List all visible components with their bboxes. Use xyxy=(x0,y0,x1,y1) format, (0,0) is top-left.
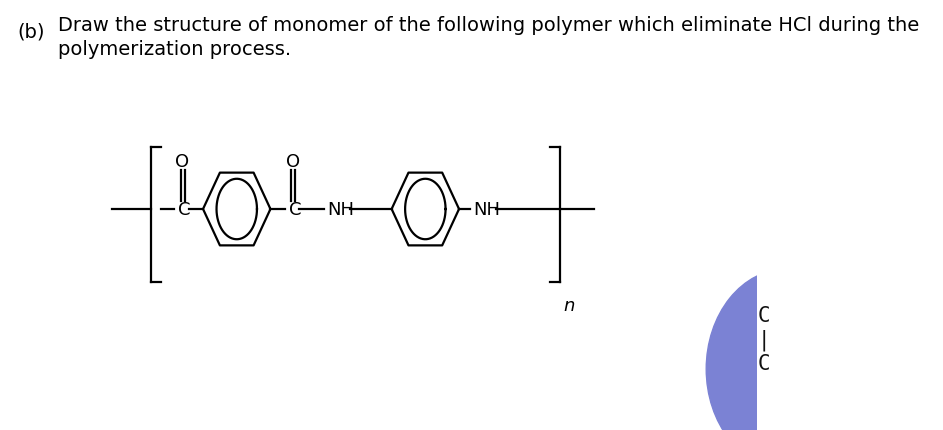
Text: C: C xyxy=(289,200,302,218)
Text: O: O xyxy=(175,153,190,171)
Text: C: C xyxy=(178,200,190,218)
Text: NH: NH xyxy=(327,200,355,218)
Text: C
|
C: C | C xyxy=(757,305,770,373)
Text: O: O xyxy=(286,153,300,171)
Circle shape xyxy=(706,269,867,430)
Text: NH: NH xyxy=(473,200,501,218)
Text: Draw the structure of monomer of the following polymer which eliminate HCl durin: Draw the structure of monomer of the fol… xyxy=(58,16,919,35)
Text: n: n xyxy=(563,296,574,314)
Text: polymerization process.: polymerization process. xyxy=(58,40,290,59)
Text: (b): (b) xyxy=(18,22,45,41)
